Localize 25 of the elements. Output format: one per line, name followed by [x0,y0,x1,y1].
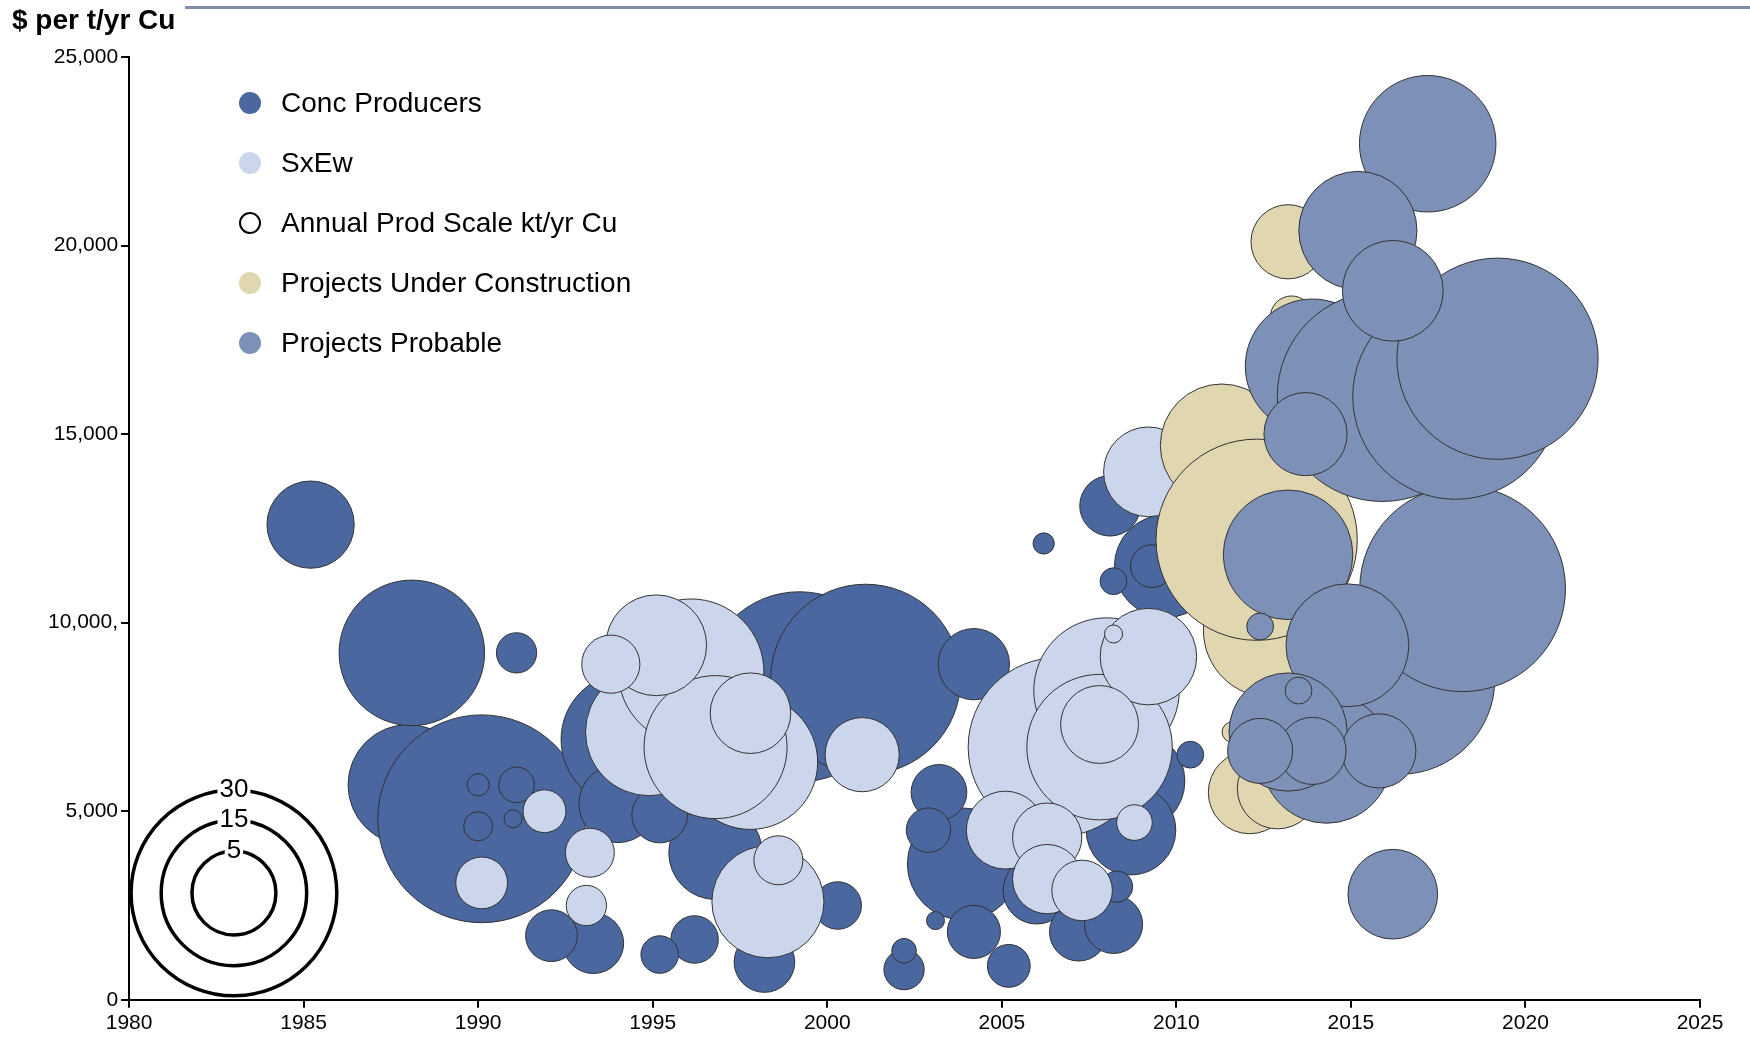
y-tick-label: 25,000 [53,43,119,67]
x-tick-label: 2000 [803,1010,851,1034]
x-tick-label: 1990 [454,1010,502,1034]
y-tick-label: 5,000 [65,798,119,822]
y-tick-label: 0 [106,986,119,1010]
x-tick-label: 2015 [1327,1010,1375,1034]
x-tick-label: 1980 [105,1010,153,1034]
legend-label: 15 [219,803,249,834]
legend-label: 30 [219,773,249,804]
x-tick-label: 2005 [978,1010,1026,1034]
y-tick-label: 15,000 [53,420,119,444]
y-axis-title: $ per t/yr Cu [12,4,176,36]
x-tick-label: 2025 [1676,1010,1724,1034]
legend-label: 5 [226,834,242,865]
legend-label: Conc Producers [281,87,482,119]
annotation: Annual Prod Scale kt/yr Cu [281,207,618,239]
x-tick-label: 1995 [629,1010,677,1034]
x-tick-label: 2010 [1153,1010,1200,1034]
x-tick-label: 1985 [280,1010,327,1034]
legend-label: Projects Probable [281,327,503,359]
x-tick-label: 2020 [1502,1010,1549,1034]
y-tick-label: 10,000, [47,609,119,633]
legend-label: SxEw [281,147,353,179]
legend-label: Projects Under Construction [281,267,632,299]
y-tick-label: 20,000 [53,232,119,256]
